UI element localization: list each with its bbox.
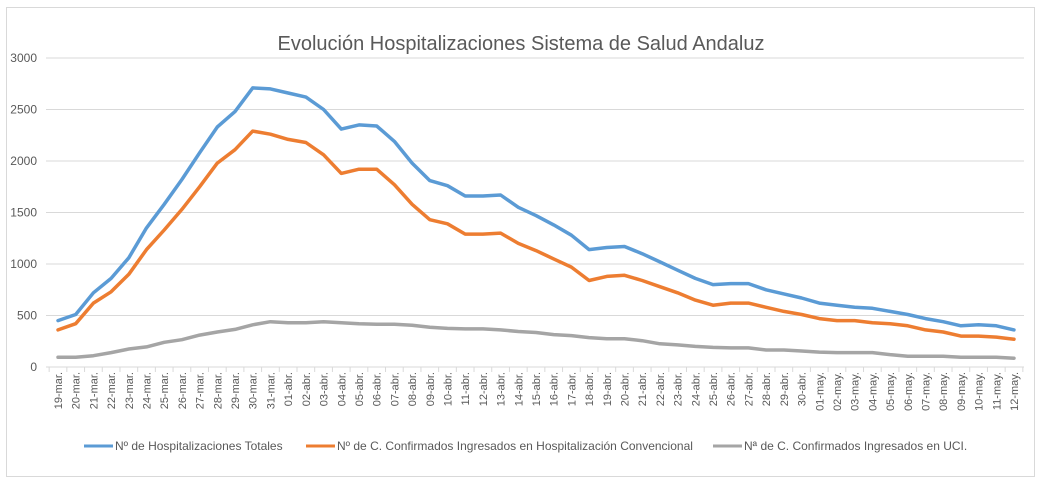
x-tick-label: 10-abr. [442, 372, 454, 406]
series-lines [56, 86, 1016, 360]
x-tick-label: 09-abr. [425, 372, 437, 406]
x-tick-label: 02-may. [832, 372, 844, 411]
x-tick-label: 15-abr. [531, 372, 543, 406]
x-tick-label: 07-abr. [389, 372, 401, 406]
x-tick-label: 29-mar. [230, 372, 242, 409]
x-tick-label: 30-mar. [248, 372, 260, 409]
x-tick-label: 12-may. [1009, 372, 1021, 411]
x-tick-label: 03-may. [850, 372, 862, 411]
x-tick-label: 16-abr. [549, 372, 561, 406]
series-line-totales[interactable] [56, 86, 1016, 332]
x-tick-label: 25-mar. [159, 372, 171, 409]
x-tick-label: 26-abr. [726, 372, 738, 406]
x-tick-label: 30-abr. [797, 372, 809, 406]
legend-label-totales: Nº de Hospitalizaciones Totales [115, 439, 283, 453]
y-tick-label: 2000 [10, 154, 37, 168]
x-axis [46, 366, 1024, 372]
x-tick-label: 06-abr. [372, 372, 384, 406]
x-tick-label: 02-abr. [301, 372, 313, 406]
x-tick-label: 07-may. [920, 372, 932, 411]
legend-item-totales[interactable]: Nº de Hospitalizaciones Totales [84, 439, 283, 453]
x-tick-label: 28-mar. [212, 372, 224, 409]
x-tick-label: 12-abr. [478, 372, 490, 406]
x-axis-ticks: 19-mar. 20-mar. 21-mar. 22-mar. 23-mar. 24-ma… [53, 372, 1021, 411]
x-tick-label: 17-abr. [566, 372, 578, 406]
x-tick-label: 31-mar. [265, 372, 277, 409]
x-tick-label: 23-abr. [673, 372, 685, 406]
x-tick-label: 04-may. [867, 372, 879, 411]
x-tick-label: 10-may. [974, 372, 986, 411]
x-tick-label: 11-may. [991, 372, 1003, 410]
legend-item-convencional[interactable]: Nº de C. Confirmados Ingresados en Hospi… [306, 439, 693, 453]
y-axis-ticks: 0 500 1000 1500 2000 2500 3000 [10, 51, 37, 374]
x-tick-label: 19-mar. [53, 372, 65, 409]
y-tick-label: 0 [30, 360, 37, 374]
x-tick-label: 14-abr. [513, 372, 525, 406]
x-tick-label: 03-abr. [319, 372, 331, 406]
y-tick-label: 2500 [10, 103, 37, 117]
y-tick-label: 500 [17, 309, 37, 323]
gridlines [46, 57, 1024, 316]
x-tick-label: 18-abr. [584, 372, 596, 406]
x-tick-label: 22-abr. [655, 372, 667, 406]
x-tick-label: 11-abr. [460, 372, 472, 405]
y-tick-label: 1000 [10, 257, 37, 271]
x-tick-label: 20-mar. [71, 372, 83, 409]
x-tick-label: 20-abr. [620, 372, 632, 406]
y-tick-label: 1500 [10, 206, 37, 220]
x-tick-label: 01-abr. [283, 372, 295, 406]
x-tick-label: 26-mar. [177, 372, 189, 409]
x-tick-label: 28-abr. [761, 372, 773, 406]
x-tick-label: 24-abr. [690, 372, 702, 406]
legend-item-uci[interactable]: Nª de C. Confirmados Ingresados en UCI. [713, 439, 967, 453]
chart-title: Evolución Hospitalizaciones Sistema de S… [278, 33, 765, 55]
legend-label-convencional: Nº de C. Confirmados Ingresados en Hospi… [337, 439, 693, 453]
x-tick-label: 21-mar. [88, 372, 100, 409]
legend: Nº de Hospitalizaciones Totales Nº de C.… [84, 439, 967, 453]
x-tick-label: 13-abr. [496, 372, 508, 406]
chart-frame [6, 7, 1035, 477]
x-tick-label: 21-abr. [637, 372, 649, 406]
series-line-uci[interactable] [56, 319, 1016, 360]
x-tick-label: 05-may. [885, 372, 897, 411]
x-tick-label: 08-abr. [407, 372, 419, 406]
x-tick-label: 27-abr. [743, 372, 755, 406]
y-tick-label: 3000 [10, 51, 37, 65]
x-tick-label: 22-mar. [106, 372, 118, 409]
x-tick-label: 24-mar. [142, 372, 154, 409]
series-line-convencional[interactable] [56, 129, 1016, 341]
x-tick-label: 19-abr. [602, 372, 614, 406]
x-tick-label: 04-abr. [336, 372, 348, 406]
x-tick-label: 23-mar. [124, 372, 136, 409]
x-tick-label: 08-may. [938, 372, 950, 411]
x-tick-label: 27-mar. [195, 372, 207, 409]
legend-label-uci: Nª de C. Confirmados Ingresados en UCI. [744, 439, 967, 453]
x-tick-label: 01-may. [814, 372, 826, 411]
x-tick-label: 09-may. [956, 372, 968, 411]
x-tick-label: 25-abr. [708, 372, 720, 406]
x-tick-label: 05-abr. [354, 372, 366, 406]
x-tick-label: 29-abr. [779, 372, 791, 406]
x-tick-label: 06-may. [903, 372, 915, 411]
